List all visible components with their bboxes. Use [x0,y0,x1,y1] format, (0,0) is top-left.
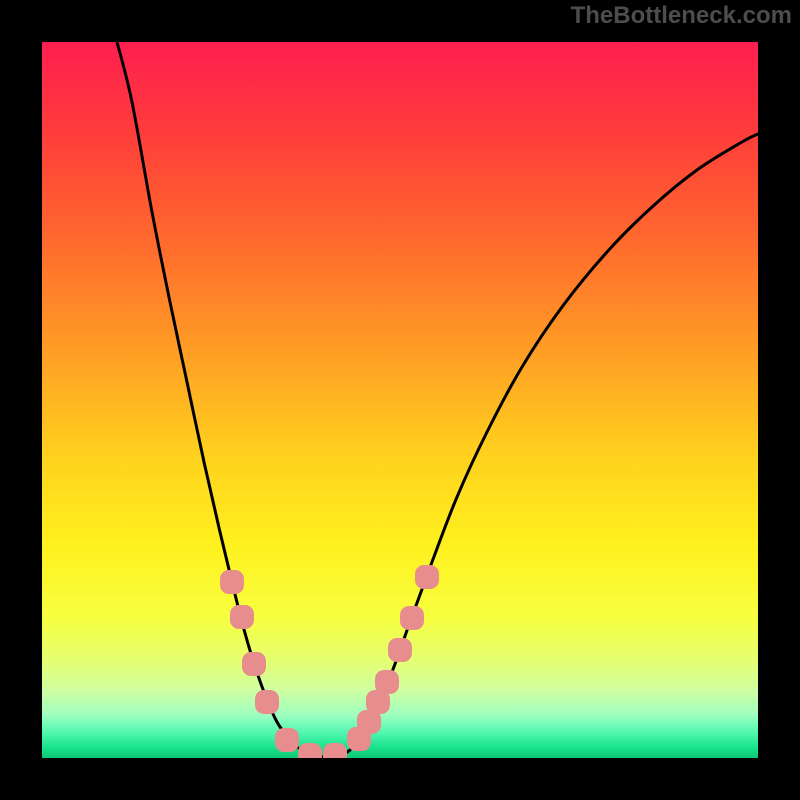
plot-area [42,42,758,758]
chart-root: TheBottleneck.com [0,0,800,800]
marker-right-7 [415,565,439,589]
marker-right-6 [400,606,424,630]
marker-right-0 [323,743,347,758]
plot-svg [42,42,758,758]
marker-left-3 [255,690,279,714]
marker-left-0 [220,570,244,594]
marker-right-5 [388,638,412,662]
marker-left-4 [275,728,299,752]
watermark-text: TheBottleneck.com [571,2,792,30]
marker-left-1 [230,605,254,629]
marker-left-5 [298,743,322,758]
marker-right-4 [375,670,399,694]
marker-left-2 [242,652,266,676]
